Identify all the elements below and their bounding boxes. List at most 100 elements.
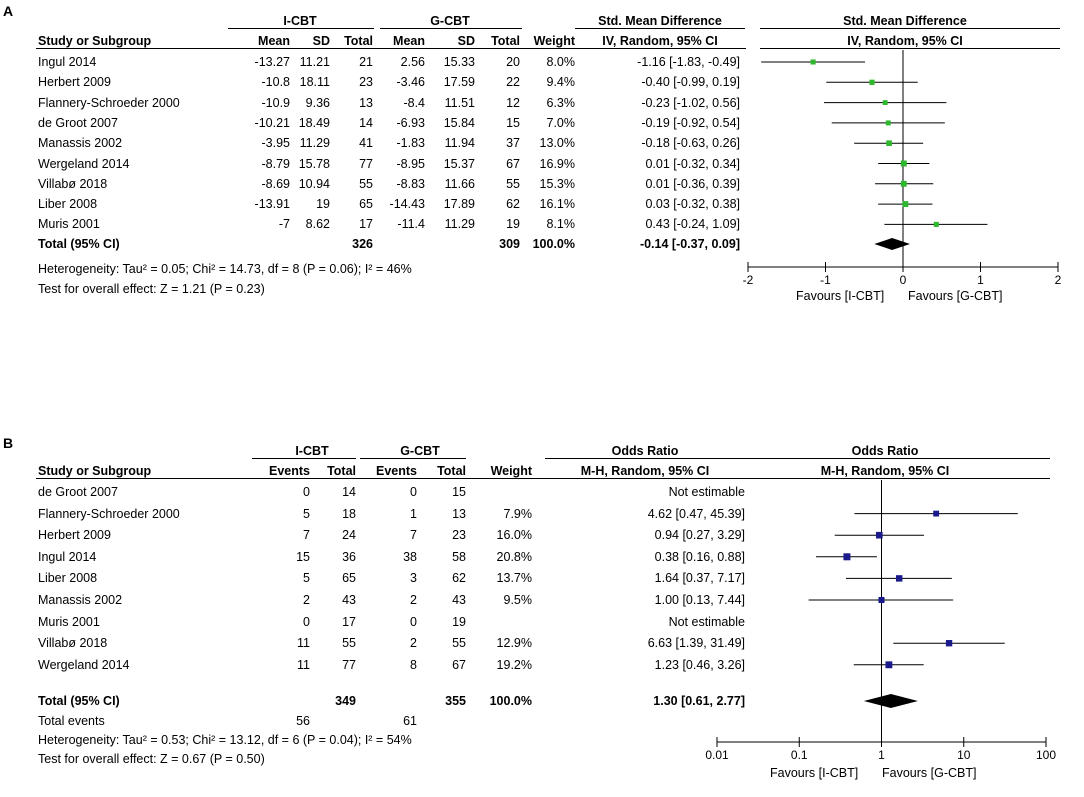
row-total2: 19 — [506, 217, 520, 232]
row-weight: 9.5% — [503, 593, 533, 607]
row-total1: 21 — [359, 55, 373, 69]
effect-header: Odds Ratio — [611, 444, 679, 458]
row-study: Manassis 2002 — [38, 136, 123, 151]
row-weight: 12.9% — [496, 636, 532, 651]
row-weight: 13.0% — [539, 136, 575, 151]
x-tick-label: 100 — [1036, 748, 1056, 762]
row-total1: 55 — [359, 176, 373, 191]
row-sd2: 17.89 — [443, 197, 475, 212]
row-weight: 13.7% — [496, 571, 532, 586]
row-sd2: 15.84 — [443, 115, 475, 130]
col-total2: Total — [437, 464, 466, 478]
row-total2: 22 — [506, 75, 520, 90]
heterogeneity-note: Heterogeneity: Tau² = 0.05; Chi² = 14.73… — [38, 262, 412, 276]
row-sd1: 18.49 — [298, 115, 330, 130]
row-study: Muris 2001 — [38, 614, 100, 629]
row-events2: 2 — [410, 636, 417, 651]
row-weight: 15.3% — [539, 176, 575, 191]
row-ci: 0.01 [-0.36, 0.39] — [645, 176, 740, 191]
favours-left: Favours [I-CBT] — [796, 289, 885, 303]
row-mean1: -10.8 — [261, 75, 291, 90]
total-n2: 309 — [499, 237, 520, 251]
row-events1: 5 — [303, 571, 310, 586]
x-tick-label: 1 — [977, 273, 984, 287]
row-study: Liber 2008 — [38, 197, 98, 212]
effect-marker — [900, 160, 907, 167]
favours-right: Favours [G-CBT] — [908, 289, 1003, 303]
row-total1: 18 — [342, 506, 356, 521]
row-events1: 0 — [303, 485, 310, 499]
row-sd1: 15.78 — [298, 156, 330, 171]
favours-left: Favours [I-CBT] — [770, 766, 859, 780]
row-total2: 37 — [506, 136, 520, 151]
row-total2: 23 — [452, 528, 466, 543]
row-total2: 13 — [452, 506, 466, 521]
row-ci: 1.23 [0.46, 3.26] — [654, 657, 745, 672]
col-total1: Total — [344, 34, 373, 48]
row-study: Liber 2008 — [38, 571, 98, 586]
row-mean2: -8.4 — [403, 95, 425, 110]
effect-marker — [885, 120, 891, 126]
row-ci: Not estimable — [668, 485, 745, 499]
row-events1: 2 — [303, 593, 310, 607]
x-tick-label: 0 — [900, 273, 907, 287]
row-ci: -0.19 [-0.92, 0.54] — [641, 115, 740, 130]
row-weight: 7.9% — [503, 506, 533, 521]
row-weight: 6.3% — [546, 95, 576, 110]
col-weight: Weight — [490, 464, 532, 478]
row-events1: 11 — [297, 636, 310, 651]
total-events-2: 61 — [403, 714, 417, 728]
row-mean2: -6.93 — [396, 115, 426, 130]
row-total1: 23 — [359, 75, 373, 90]
row-total2: 62 — [452, 571, 466, 586]
group1-header: I-CBT — [295, 444, 329, 458]
x-tick-label: 1 — [878, 748, 885, 762]
forest-plot-b: 0.01 0.1 1 10 100 — [705, 480, 1056, 762]
col-events1: Events — [269, 464, 310, 478]
row-mean1: -10.9 — [261, 95, 291, 110]
effect-marker — [810, 59, 816, 65]
row-total1: 41 — [359, 136, 373, 151]
row-ci: 1.64 [0.37, 7.17] — [654, 571, 745, 586]
effect-marker — [933, 221, 939, 227]
row-total1: 65 — [342, 571, 356, 586]
row-study: Ingul 2014 — [38, 55, 97, 69]
row-study: Wergeland 2014 — [38, 156, 130, 171]
total-label: Total (95% CI) — [38, 237, 120, 251]
total-weight: 100.0% — [489, 694, 532, 708]
row-total2: 15 — [452, 485, 466, 499]
header-rule-plot — [720, 478, 1050, 479]
row-mean2: 2.56 — [400, 55, 425, 69]
row-total2: 55 — [506, 176, 520, 191]
row-study: Herbert 2009 — [38, 75, 111, 90]
group2-underline — [360, 458, 466, 459]
overall-effect-note: Test for overall effect: Z = 0.67 (P = 0… — [38, 752, 265, 766]
total-label: Total (95% CI) — [38, 694, 120, 708]
row-events1: 15 — [296, 549, 310, 564]
effect-marker — [900, 180, 907, 187]
row-ci: -0.23 [-1.02, 0.56] — [641, 95, 740, 110]
row-mean2: -14.43 — [389, 197, 425, 212]
x-tick-label: 0.1 — [791, 748, 808, 762]
effect-marker — [878, 596, 885, 604]
effect-underline — [545, 458, 745, 459]
favours-right: Favours [G-CBT] — [882, 766, 977, 780]
group1-underline — [252, 458, 356, 459]
row-events1: 5 — [303, 506, 310, 521]
row-sd1: 9.36 — [305, 95, 330, 110]
x-tick-label: 2 — [1055, 273, 1062, 287]
row-ci: -0.40 [-0.99, 0.19] — [641, 75, 740, 90]
effect-marker — [882, 100, 888, 106]
row-weight: 8.0% — [546, 55, 576, 69]
row-mean1: -13.27 — [254, 55, 290, 69]
effect-marker — [885, 661, 893, 669]
plot-underline — [720, 458, 1050, 459]
row-total2: 12 — [506, 95, 520, 110]
row-total1: 36 — [342, 549, 356, 564]
row-study: Flannery-Schroeder 2000 — [38, 95, 180, 110]
row-events1: 7 — [303, 528, 310, 543]
row-total1: 17 — [359, 217, 373, 232]
total-n1: 349 — [335, 694, 356, 708]
row-sd2: 11.51 — [444, 95, 475, 110]
row-sd2: 11.66 — [444, 176, 475, 191]
